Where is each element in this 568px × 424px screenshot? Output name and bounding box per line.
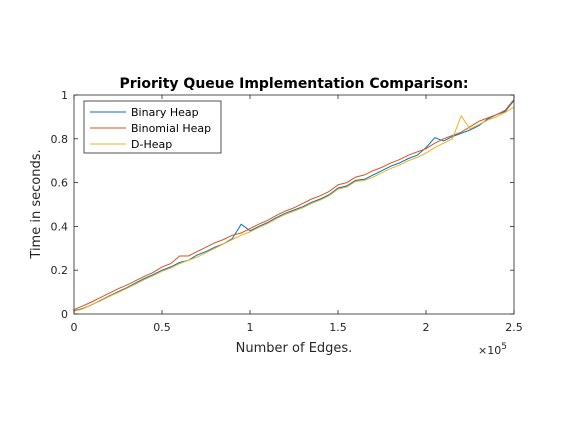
x-tick-label: 0.5: [153, 321, 171, 334]
x-tick-label: 1: [247, 321, 254, 334]
x-tick-label: 2.5: [505, 321, 523, 334]
y-tick-label: 0.4: [51, 220, 69, 233]
legend: Binary Heap Binomial Heap D-Heap: [83, 100, 222, 154]
x-axis-label: Number of Edges.: [236, 341, 353, 356]
legend-label-binary-heap: Binary Heap: [131, 106, 199, 119]
x-axis-multiplier-exponent: 5: [501, 342, 507, 352]
y-tick-label: 0: [61, 308, 68, 321]
legend-box: [83, 100, 222, 154]
y-tick-label: 0.2: [51, 264, 69, 277]
x-tick-label: 1.5: [329, 321, 347, 334]
legend-label-binomial-heap: Binomial Heap: [131, 122, 211, 135]
y-axis-ticks: 0 0.2 0.4 0.6 0.8 1: [51, 89, 514, 321]
y-tick-label: 0.6: [51, 177, 69, 190]
x-tick-label: 0: [71, 321, 78, 334]
x-tick-label: 2: [423, 321, 430, 334]
x-axis-ticks: 0 0.5 1 1.5 2 2.5: [71, 95, 523, 334]
legend-label-d-heap: D-Heap: [131, 138, 172, 151]
series-line-binomial-heap: [73, 99, 515, 311]
chart-title: Priority Queue Implementation Comparison…: [119, 76, 468, 92]
series-line-d-heap: [73, 106, 515, 312]
y-tick-label: 0.8: [51, 133, 69, 146]
plot-lines: [73, 99, 515, 312]
y-tick-label: 1: [61, 89, 68, 102]
y-axis-label: Time in seconds.: [29, 149, 44, 259]
x-axis-multiplier-base: ×10: [478, 344, 501, 357]
x-axis-multiplier: ×105: [478, 342, 507, 357]
axes-box: [73, 94, 515, 315]
